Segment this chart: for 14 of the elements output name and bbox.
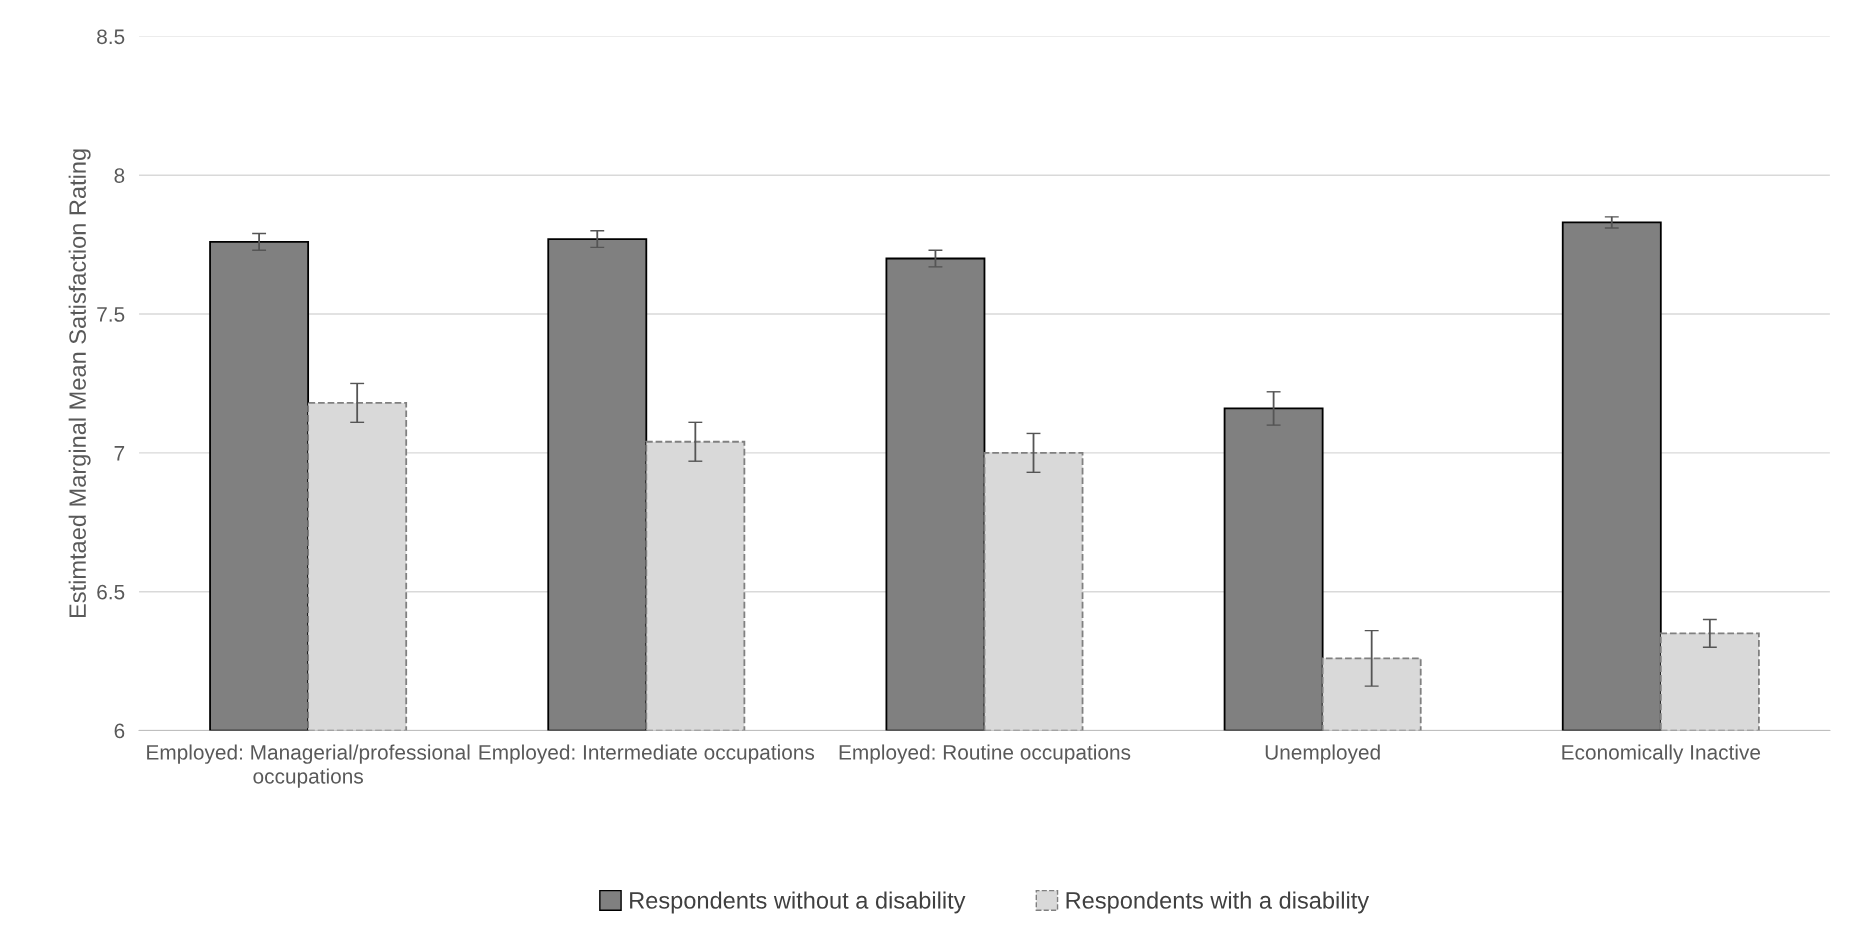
x-tick-label: Employed: Routine occupations <box>839 744 1131 764</box>
x-tick-label: Employed: Managerial/professional occupations <box>147 744 470 788</box>
y-tick-label: 8 <box>114 168 125 183</box>
y-tick-label: 7 <box>114 446 125 461</box>
y-axis-title: Estimtaed Marginal Mean Satisfaction Rating <box>68 149 91 618</box>
x-tick-label: Economically Inactive <box>1562 744 1761 764</box>
y-tick-label: 8.5 <box>97 29 125 45</box>
y-tick-label: 6.5 <box>97 584 125 600</box>
y-tick-label: 6 <box>114 723 125 739</box>
x-tick-label: Employed: Intermediate occupations <box>479 744 815 764</box>
legend-label: Respondents with a disability <box>1066 891 1370 914</box>
x-tick-label: Unemployed <box>1265 744 1380 764</box>
legend-label: Respondents without a disability <box>630 891 966 914</box>
y-tick-label: 7.5 <box>97 307 125 322</box>
